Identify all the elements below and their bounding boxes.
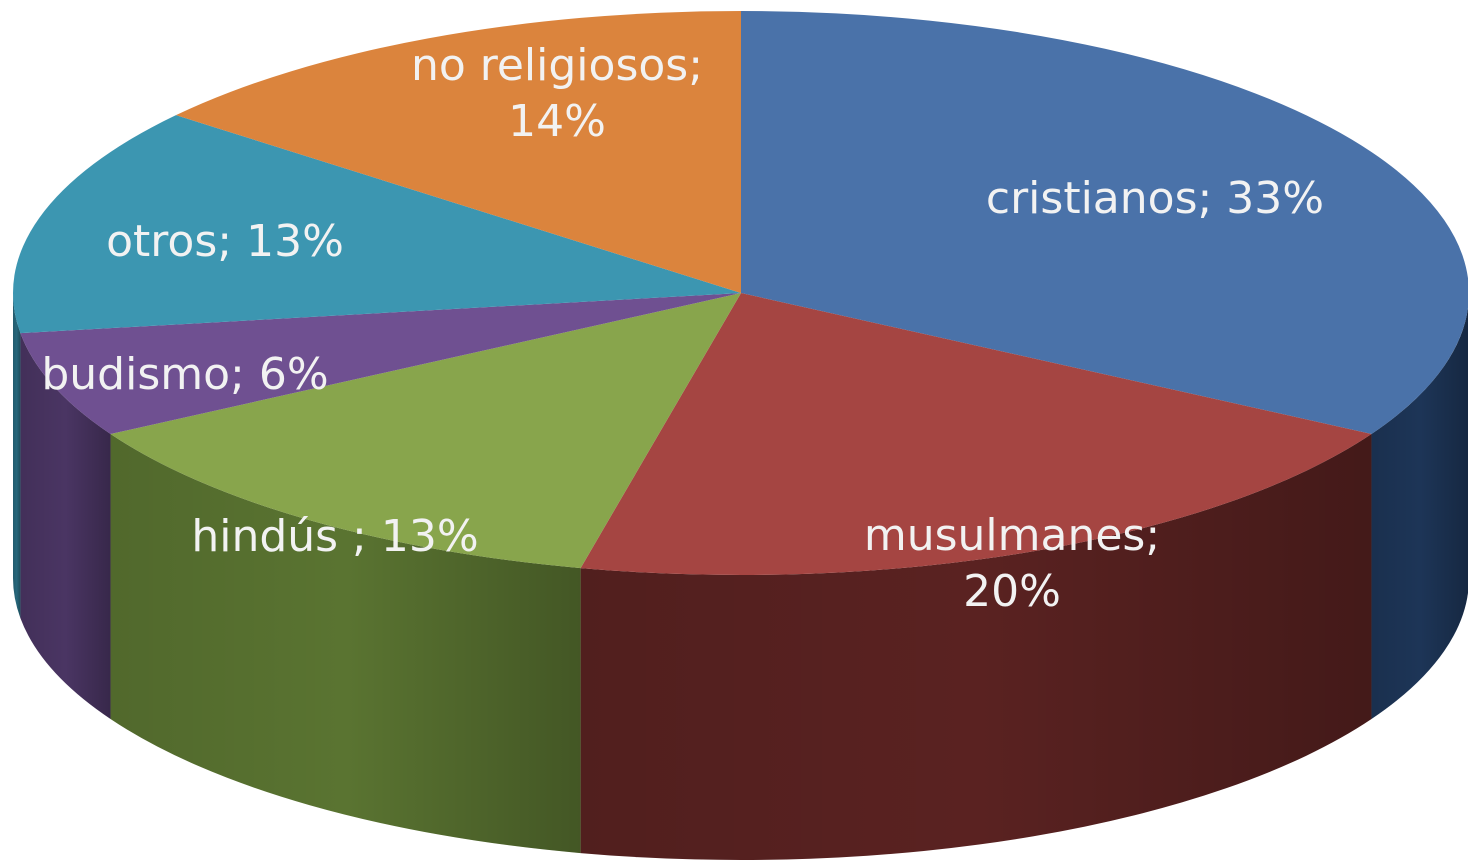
pie-slice-labels: cristianos; 33% musulmanes; 20% hindús ; 13…: [41, 40, 1324, 617]
pie-slice-4: [13, 115, 741, 334]
slice-label-line: no religiosos;: [411, 40, 703, 91]
slice-label-4: otros; 13%: [106, 216, 344, 267]
pie-top-faces: [13, 11, 1468, 575]
slice-label-line: 14%: [508, 96, 606, 147]
pie-slice-3: [20, 293, 742, 434]
slice-label-line: hindús ; 13%: [191, 511, 478, 562]
pie-slice-1: [580, 293, 1372, 575]
slice-label-line: budismo; 6%: [41, 349, 328, 400]
pie-slice-2: [110, 293, 741, 569]
slice-label-line: 20%: [963, 566, 1061, 617]
pie-side-shade-4: [13, 293, 21, 619]
pie-side-shade-0: [1371, 307, 1468, 719]
slice-label-2: hindús ; 13%: [191, 511, 478, 562]
slice-label-line: cristianos; 33%: [986, 173, 1324, 224]
pie-side-shade-1: [580, 434, 1372, 860]
slice-label-line: musulmanes;: [864, 510, 1160, 561]
slice-label-1: musulmanes; 20%: [864, 510, 1160, 617]
slice-label-5: no religiosos; 14%: [411, 40, 703, 147]
slice-label-0: cristianos; 33%: [986, 173, 1324, 224]
pie-side-walls: [13, 293, 1468, 860]
slice-label-line: otros; 13%: [106, 216, 344, 267]
pie-side-shade-2: [110, 434, 581, 854]
pie-side-shade-3: [20, 333, 111, 719]
pie-slice-5: [175, 11, 742, 293]
slice-label-3: budismo; 6%: [41, 349, 328, 400]
pie-slice-0: [741, 11, 1468, 434]
